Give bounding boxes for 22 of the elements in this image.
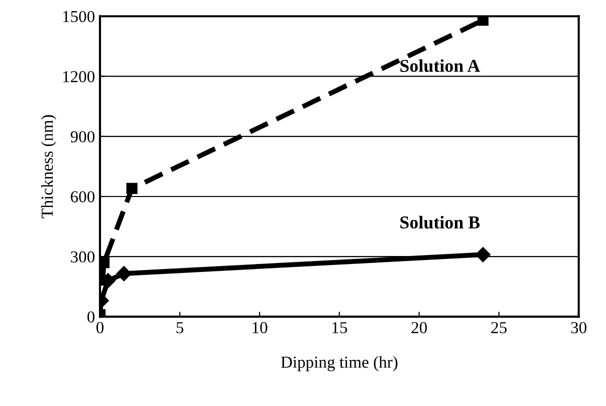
x-tick-label: 5 (176, 322, 184, 334)
y-tick-label: 600 (70, 191, 94, 202)
y-tick-label: 300 (70, 251, 94, 263)
x-tick-label: 10 (252, 322, 268, 334)
series-label: Solution B (400, 216, 480, 229)
point (475, 247, 491, 262)
point (126, 182, 138, 194)
series-label: Solution A (400, 59, 480, 72)
y-tick-label: 1500 (63, 10, 94, 22)
y-tick-label: 0 (87, 311, 94, 323)
point (477, 16, 489, 26)
y-tick-label: 1200 (63, 71, 94, 82)
x-tick-label: 30 (571, 322, 586, 334)
y-tick-label: 900 (70, 131, 94, 142)
x-tick-label: 0 (96, 322, 104, 334)
x-axis-title: Dipping time (hr) (281, 356, 398, 372)
x-tick-label: 15 (332, 322, 348, 334)
x-tick-label: 20 (412, 322, 427, 334)
y-axis-title: Thickness (nm) (41, 115, 56, 218)
point (100, 257, 110, 268)
x-tick-label: 25 (491, 322, 507, 334)
point (116, 266, 132, 282)
